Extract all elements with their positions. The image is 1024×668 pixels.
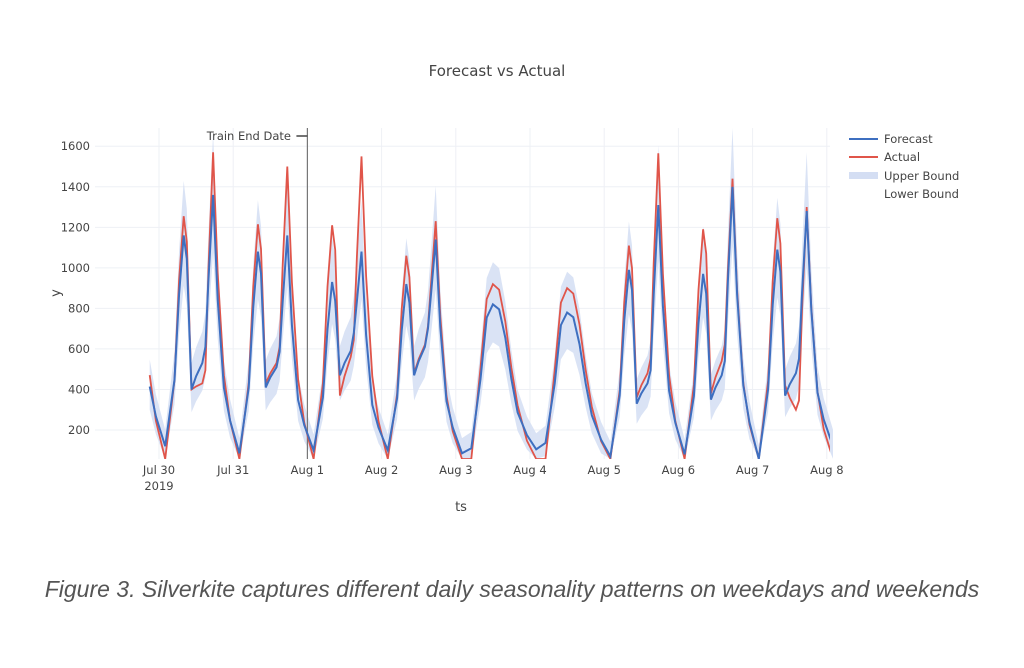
legend-forecast[interactable]: Forecast <box>884 132 933 146</box>
y-tick-label: 1400 <box>61 180 90 194</box>
upper-lower-bound-band <box>149 128 833 459</box>
y-axis-ticks: 200 400 600 800 1000 1200 1400 1600 <box>61 139 90 437</box>
x-tick-label: Aug 2 <box>365 463 398 477</box>
y-tick-label: 1000 <box>61 261 90 275</box>
x-tick-label: Aug 3 <box>439 463 472 477</box>
x-tick-label: Jul 31 <box>216 463 249 477</box>
legend-lower-bound[interactable]: Lower Bound <box>884 187 959 201</box>
y-tick-label: 800 <box>68 301 90 315</box>
legend-upper-swatch <box>849 172 878 179</box>
forecast-chart: Forecast vs Actual 200 400 600 800 1000 1200 1… <box>49 62 959 515</box>
y-tick-label: 1200 <box>61 220 90 234</box>
legend-actual[interactable]: Actual <box>884 150 920 164</box>
train-end-label: Train End Date <box>206 129 291 143</box>
caption-text: Figure 3. Silverkite captures different … <box>44 576 980 602</box>
x-tick-label: Aug 6 <box>662 463 695 477</box>
x-tick-label: Aug 5 <box>587 463 620 477</box>
x-tick-label: Aug 1 <box>291 463 324 477</box>
x-tick-label: Aug 7 <box>736 463 769 477</box>
x-tick-label: Aug 8 <box>810 463 843 477</box>
x-axis-label: ts <box>455 500 467 515</box>
y-axis-label: y <box>49 289 64 297</box>
legend-upper-bound[interactable]: Upper Bound <box>884 169 959 183</box>
x-tick-sublabel: 2019 <box>144 479 173 493</box>
x-tick-label: Jul 30 <box>142 463 175 477</box>
y-tick-label: 1600 <box>61 139 90 153</box>
chart-title: Forecast vs Actual <box>429 62 566 80</box>
confidence-band <box>149 128 833 459</box>
x-tick-label: Aug 4 <box>513 463 546 477</box>
series-lines <box>148 152 830 459</box>
legend: Forecast Actual Upper Bound Lower Bound <box>849 132 959 201</box>
train-end-marker <box>296 128 308 459</box>
x-axis-ticks: Jul 30 2019 Jul 31 Aug 1 Aug 2 Aug 3 Aug 4 Aug … <box>142 463 844 493</box>
y-tick-label: 200 <box>68 423 90 437</box>
y-tick-label: 600 <box>68 342 90 356</box>
grid-lines <box>95 128 830 459</box>
figure-caption: Figure 3. Silverkite captures different … <box>0 566 1024 612</box>
y-tick-label: 400 <box>68 382 90 396</box>
forecast-line <box>148 186 830 459</box>
